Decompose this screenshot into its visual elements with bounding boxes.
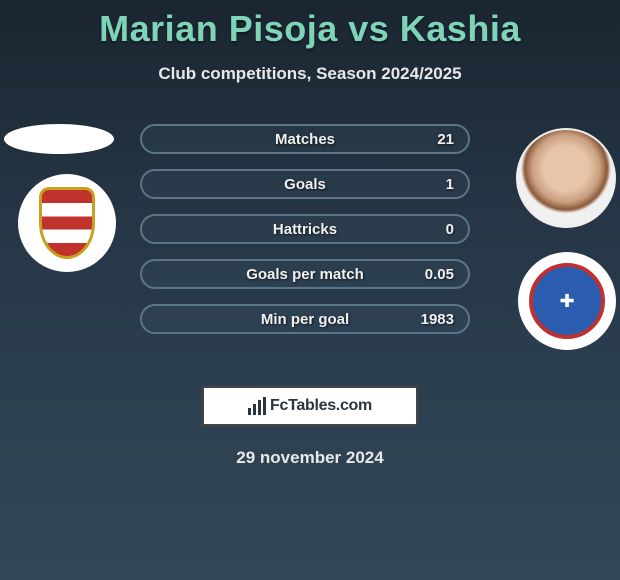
- season-subtitle: Club competitions, Season 2024/2025: [0, 50, 620, 84]
- bar-chart-icon: [248, 397, 266, 415]
- stat-label: Min per goal: [142, 311, 468, 328]
- club-left-badge: [18, 174, 116, 272]
- stat-bars: Matches 21 Goals 1 Hattricks 0 Goals per…: [140, 124, 470, 334]
- stat-row: Min per goal 1983: [140, 304, 470, 334]
- snapshot-date: 29 november 2024: [0, 426, 620, 468]
- comparison-title: Marian Pisoja vs Kashia: [0, 0, 620, 50]
- stat-row: Goals per match 0.05: [140, 259, 470, 289]
- stat-value-right: 0.05: [425, 266, 454, 283]
- crest-icon: ✚: [529, 263, 605, 339]
- shield-icon: [39, 187, 95, 259]
- stat-row: Matches 21: [140, 124, 470, 154]
- stat-value-right: 0: [446, 221, 454, 238]
- stat-value-right: 21: [437, 131, 454, 148]
- stat-label: Matches: [142, 131, 468, 148]
- player-right-avatar: [516, 128, 616, 228]
- stat-label: Hattricks: [142, 221, 468, 238]
- stat-value-right: 1: [446, 176, 454, 193]
- stat-row: Hattricks 0: [140, 214, 470, 244]
- source-attribution: FcTables.com: [202, 386, 418, 426]
- stat-label: Goals: [142, 176, 468, 193]
- source-logo-text: FcTables.com: [270, 397, 372, 415]
- stat-value-right: 1983: [421, 311, 454, 328]
- club-right-badge: ✚: [518, 252, 616, 350]
- stats-area: ✚ Matches 21 Goals 1 Hattricks 0 Goals p…: [0, 124, 620, 374]
- player-left-avatar: [4, 124, 114, 154]
- stat-row: Goals 1: [140, 169, 470, 199]
- stat-label: Goals per match: [142, 266, 468, 283]
